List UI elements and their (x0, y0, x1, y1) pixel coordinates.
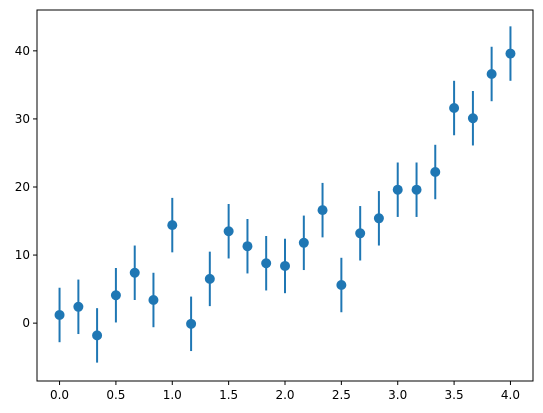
axes-frame (36, 9, 534, 382)
y-tick-label: 30 (15, 112, 30, 126)
point (449, 103, 460, 114)
y-tick-label: 40 (15, 44, 30, 58)
point (280, 260, 290, 271)
x-tick-label: 1.0 (163, 388, 182, 402)
x-tick-label: 4.0 (501, 388, 520, 402)
point (110, 290, 121, 301)
point (505, 48, 516, 59)
x-tick-label: 2.0 (275, 388, 294, 402)
y-tick-label: 20 (15, 180, 30, 194)
point (430, 167, 441, 178)
point (204, 273, 215, 284)
point (373, 213, 384, 224)
point (186, 318, 197, 329)
point (148, 294, 159, 305)
point (73, 301, 84, 312)
point (355, 228, 366, 239)
point (261, 258, 272, 269)
point (223, 226, 234, 237)
point (317, 205, 328, 216)
point (129, 267, 140, 278)
y-tick-label: 10 (15, 248, 30, 262)
point (392, 184, 403, 195)
point (486, 68, 497, 79)
x-tick-label: 0.5 (106, 388, 125, 402)
x-tick-label: 0.0 (50, 388, 69, 402)
y-tick-label: 0 (22, 316, 30, 330)
point (467, 113, 478, 124)
point (336, 280, 347, 291)
x-tick-label: 2.5 (332, 388, 351, 402)
point (298, 237, 309, 248)
point (54, 309, 65, 320)
point (92, 330, 103, 341)
point (167, 220, 178, 231)
point (242, 241, 253, 252)
x-tick-label: 1.5 (219, 388, 238, 402)
x-tick-label: 3.5 (445, 388, 464, 402)
x-tick-label: 3.0 (388, 388, 407, 402)
point (411, 184, 422, 195)
